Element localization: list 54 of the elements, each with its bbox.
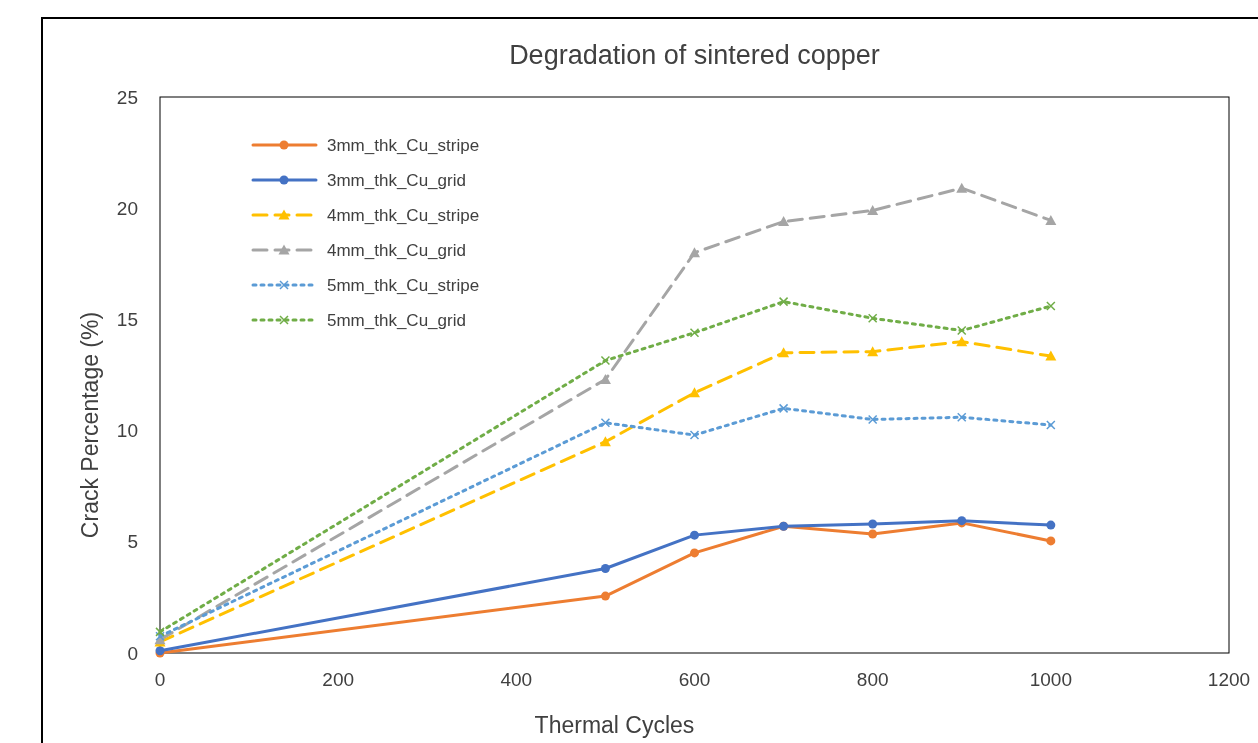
legend-label: 5mm_thk_Cu_stripe	[327, 275, 480, 295]
legend-label: 4mm_thk_Cu_grid	[327, 240, 466, 260]
y-tick-label: 10	[116, 420, 138, 442]
point	[1046, 520, 1056, 530]
point	[689, 387, 700, 398]
y-tick-label: 15	[116, 309, 138, 331]
x-tick-label: 600	[678, 669, 711, 690]
point	[778, 216, 790, 227]
y-axis-title: Crack Percentage (%)	[77, 311, 103, 539]
point	[1046, 420, 1056, 430]
point	[1045, 214, 1057, 225]
point	[957, 325, 967, 336]
legend-label: 5mm_thk_Cu_grid	[327, 310, 466, 330]
point	[1046, 536, 1056, 546]
x-tick-label: 1200	[1207, 669, 1251, 690]
point	[1045, 350, 1057, 361]
point	[1046, 301, 1056, 311]
x-tick-label: 400	[500, 669, 533, 690]
point	[600, 591, 610, 601]
point	[867, 313, 878, 324]
y-tick-label: 25	[116, 86, 138, 108]
point	[599, 436, 611, 447]
x-tick-label: 0	[154, 669, 166, 690]
x-tick-label: 1000	[1029, 669, 1072, 690]
legend-label: 4mm_thk_Cu_stripe	[327, 205, 480, 225]
point	[155, 627, 165, 637]
point	[778, 347, 790, 358]
point	[778, 403, 789, 414]
point	[957, 412, 967, 423]
y-tick-label: 0	[127, 642, 138, 664]
point	[689, 430, 700, 440]
x-axis-title: Thermal Cycles	[534, 712, 695, 738]
point	[600, 418, 611, 428]
point	[689, 247, 700, 258]
point	[600, 355, 611, 366]
point	[690, 530, 699, 540]
point	[956, 182, 968, 193]
point	[600, 563, 610, 573]
point	[690, 548, 699, 558]
point	[867, 346, 879, 357]
point	[867, 204, 879, 215]
point	[689, 327, 700, 338]
legend-label: 3mm_thk_Cu_stripe	[327, 135, 480, 155]
point	[867, 414, 878, 425]
chart-title: Degradation of sintered copper	[509, 40, 880, 70]
legend-label: 3mm_thk_Cu_grid	[327, 170, 466, 190]
point	[868, 529, 878, 539]
x-tick-label: 800	[856, 669, 889, 690]
y-tick-label: 5	[127, 531, 138, 553]
point	[956, 336, 968, 347]
point	[778, 296, 789, 307]
y-tick-label: 20	[116, 197, 138, 219]
x-tick-label: 200	[322, 669, 355, 690]
point	[868, 519, 878, 529]
